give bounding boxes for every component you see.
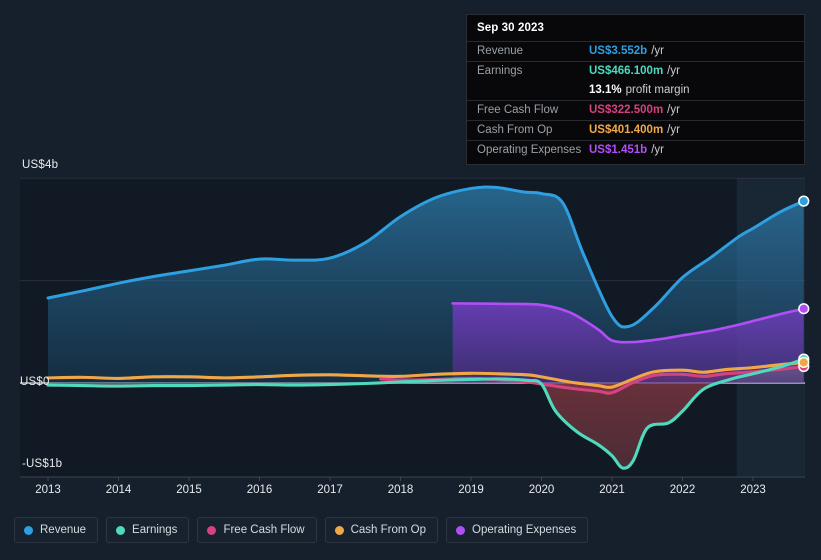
legend-color-dot-icon bbox=[456, 525, 466, 535]
legend-color-dot-icon bbox=[116, 525, 126, 535]
revenue-area bbox=[48, 187, 804, 383]
legend-color-dot-icon bbox=[334, 525, 344, 535]
x-axis-tick-label: 2023 bbox=[740, 484, 766, 496]
revenue-endpoint bbox=[799, 197, 808, 206]
tooltip-row: Free Cash Flow US$322.500m/yr bbox=[467, 100, 804, 120]
x-axis-tick-label: 2018 bbox=[387, 484, 414, 496]
tooltip-row: Earnings US$466.100m/yr bbox=[467, 61, 804, 81]
tooltip-row-value: US$1.451b bbox=[589, 144, 648, 156]
tooltip-row: Revenue US$3.552b/yr bbox=[467, 41, 804, 61]
legend-item-label: Earnings bbox=[132, 524, 178, 536]
legend-color-dot-icon bbox=[207, 525, 217, 535]
revenue-line bbox=[46, 185, 805, 329]
tooltip-row-unit: /yr bbox=[667, 104, 680, 116]
x-axis-tick-label: 2014 bbox=[105, 484, 132, 496]
legend-item-cash-from-op[interactable]: Cash From Op bbox=[324, 517, 439, 543]
operating-expenses-endpoint bbox=[799, 304, 808, 313]
tooltip-profit-margin-row: 13.1% profit margin bbox=[467, 81, 804, 100]
x-axis-tick-label: 2022 bbox=[669, 484, 696, 496]
tooltip-row-value: US$3.552b bbox=[589, 45, 648, 57]
y-axis-label-zero: US$0 bbox=[20, 376, 50, 388]
tooltip-profit-margin-text: profit margin bbox=[625, 84, 690, 96]
tooltip-row-value: US$322.500m bbox=[589, 104, 664, 116]
y-axis-label-top: US$4b bbox=[22, 159, 59, 171]
tooltip-row-unit: /yr bbox=[667, 124, 680, 136]
y-axis-label-bottom: -US$1b bbox=[22, 458, 63, 470]
legend-color-dot-icon bbox=[24, 525, 33, 535]
tooltip-row-value: US$466.100m bbox=[589, 65, 664, 77]
x-axis-tick-label: 2020 bbox=[528, 484, 555, 496]
legend-item-label: Free Cash Flow bbox=[223, 524, 305, 536]
legend-item-operating-expenses[interactable]: Operating Expenses bbox=[446, 517, 589, 543]
x-axis-tick-label: 2016 bbox=[246, 484, 273, 496]
tooltip-profit-margin-value: 13.1% bbox=[589, 84, 622, 96]
tooltip-row: Cash From Op US$401.400m/yr bbox=[467, 120, 804, 140]
cash-from-op-line bbox=[46, 360, 805, 389]
x-axis-tick-label: 2021 bbox=[599, 484, 625, 496]
x-axis-tick-label: 2017 bbox=[317, 484, 343, 496]
tooltip-row-unit: /yr bbox=[651, 144, 664, 156]
tooltip-date: Sep 30 2023 bbox=[477, 22, 544, 34]
legend-item-label: Cash From Op bbox=[350, 524, 427, 536]
cash-from-op-endpoint bbox=[799, 358, 808, 367]
chart-legend[interactable]: Revenue Earnings Free Cash Flow Cash From O… bbox=[14, 517, 589, 543]
tooltip-rows: Revenue US$3.552b/yr Earnings US$466.100m/y… bbox=[467, 41, 804, 160]
legend-item-free-cash-flow[interactable]: Free Cash Flow bbox=[197, 517, 317, 543]
earnings-line bbox=[46, 357, 805, 470]
tooltip-row-label: Earnings bbox=[477, 65, 523, 77]
legend-item-label: Operating Expenses bbox=[472, 524, 577, 536]
tooltip-row-unit: /yr bbox=[651, 45, 664, 57]
tooltip-row-label: Free Cash Flow bbox=[477, 104, 559, 116]
x-axis-tick-label: 2013 bbox=[35, 484, 61, 496]
chart-area bbox=[20, 177, 810, 481]
tooltip-row-label: Revenue bbox=[477, 45, 524, 57]
x-axis-tick-label: 2015 bbox=[176, 484, 202, 496]
operating-expenses-line bbox=[451, 302, 805, 344]
financial-area-chart bbox=[20, 177, 810, 481]
tooltip-row-unit: /yr bbox=[667, 65, 680, 77]
x-axis-tick-label: 2019 bbox=[458, 484, 484, 496]
legend-item-earnings[interactable]: Earnings bbox=[106, 517, 190, 543]
tooltip-row: Operating Expenses US$1.451b/yr bbox=[467, 140, 804, 160]
legend-item-label: Revenue bbox=[40, 524, 87, 536]
legend-item-revenue[interactable]: Revenue bbox=[14, 517, 99, 543]
tooltip-row-value: US$401.400m bbox=[589, 124, 664, 136]
tooltip-row-label: Cash From Op bbox=[477, 124, 553, 136]
chart-tooltip: Sep 30 2023 Revenue US$3.552b/yr Earnings U… bbox=[466, 14, 805, 165]
tooltip-row-label: Operating Expenses bbox=[477, 144, 582, 156]
